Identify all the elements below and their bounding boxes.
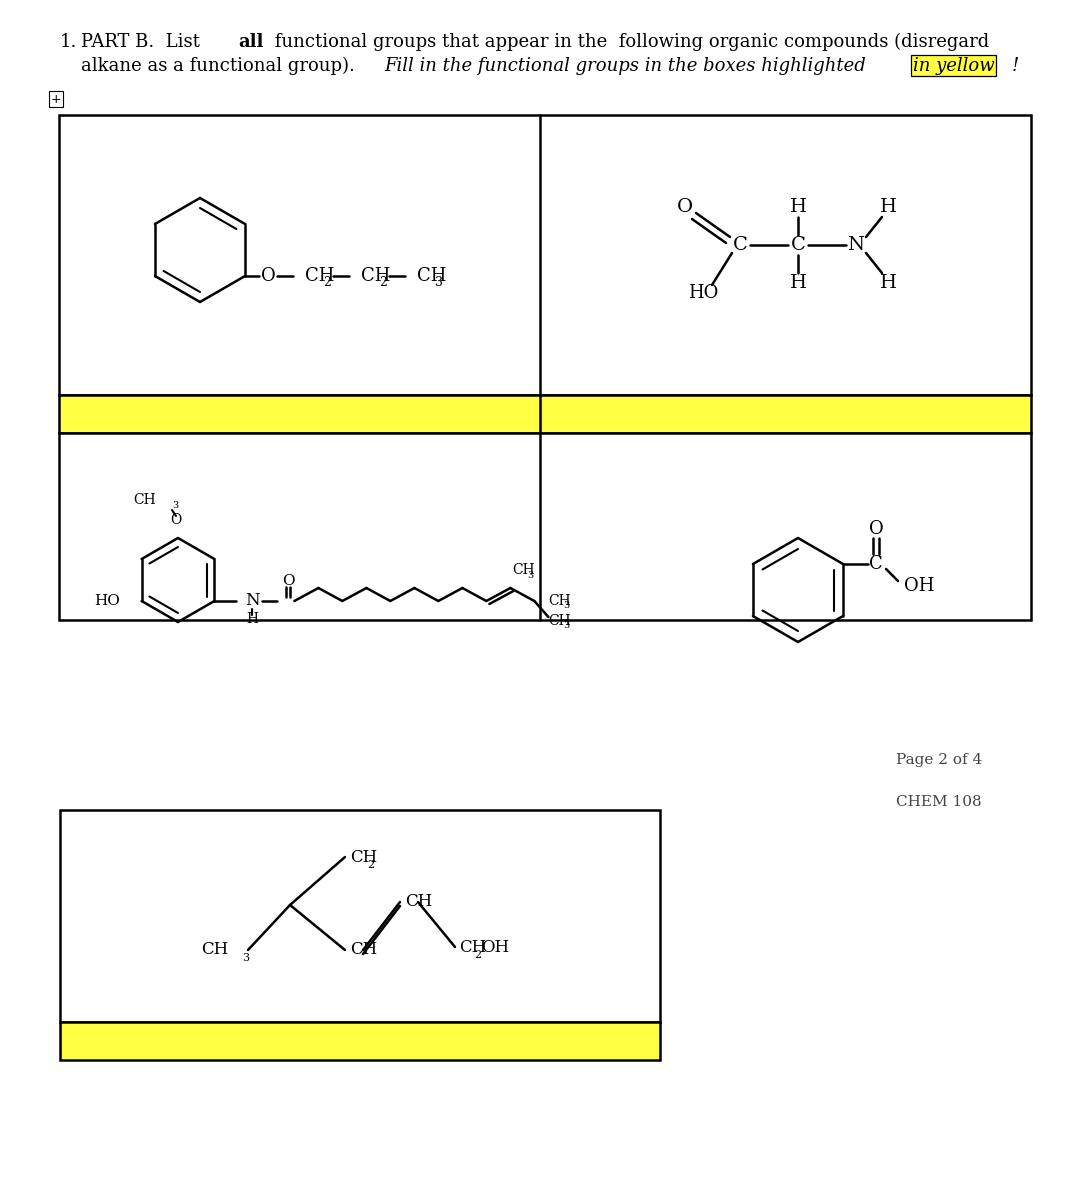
Text: CH: CH — [201, 942, 228, 959]
Text: OH: OH — [904, 577, 934, 595]
Text: O: O — [260, 266, 275, 285]
Text: 1.: 1. — [59, 33, 77, 51]
Text: 3: 3 — [435, 277, 443, 290]
Text: C: C — [869, 555, 883, 573]
Text: N: N — [848, 236, 864, 253]
Text: alkane as a functional group).: alkane as a functional group). — [81, 57, 361, 74]
Text: functional groups that appear in the  following organic compounds (disregard: functional groups that appear in the fol… — [269, 33, 989, 51]
Text: 3: 3 — [564, 601, 569, 611]
Text: O: O — [868, 520, 883, 538]
Text: +: + — [51, 92, 62, 106]
Text: CH: CH — [459, 938, 486, 955]
Text: CH: CH — [133, 493, 156, 507]
Text: HO: HO — [688, 284, 718, 302]
Bar — [60, 1022, 660, 1060]
Text: CH: CH — [350, 942, 377, 959]
Text: 2: 2 — [379, 277, 387, 290]
Text: CH: CH — [305, 266, 335, 285]
Text: OH: OH — [481, 938, 509, 955]
Text: O: O — [677, 198, 693, 216]
Text: O: O — [171, 513, 181, 527]
Text: H: H — [246, 612, 258, 626]
Text: 2: 2 — [323, 277, 330, 290]
Text: H: H — [789, 274, 807, 292]
Text: C: C — [791, 236, 806, 253]
Text: O: O — [282, 574, 295, 588]
Text: CH: CH — [512, 564, 535, 577]
Text: H: H — [789, 198, 807, 216]
Text: H: H — [879, 198, 896, 216]
Text: Page 2 of 4: Page 2 of 4 — [896, 753, 983, 768]
Text: PART B.  List: PART B. List — [81, 33, 205, 51]
Text: CH: CH — [549, 614, 571, 628]
Text: 3: 3 — [172, 501, 178, 511]
Text: in yellow: in yellow — [913, 57, 995, 74]
Text: 2: 2 — [367, 859, 374, 870]
Text: C: C — [732, 236, 747, 253]
Text: Fill in the functional groups in the boxes highlighted: Fill in the functional groups in the box… — [384, 57, 866, 74]
Text: CH: CH — [361, 266, 390, 285]
Text: CH: CH — [417, 266, 446, 285]
Text: 2: 2 — [474, 950, 481, 960]
Text: CHEM 108: CHEM 108 — [896, 795, 982, 809]
Text: HO: HO — [94, 594, 120, 608]
Text: H: H — [879, 274, 896, 292]
Text: 3: 3 — [564, 621, 569, 631]
Text: !: ! — [1012, 57, 1020, 74]
Text: CH: CH — [549, 594, 571, 608]
Bar — [59, 433, 1031, 620]
Text: N: N — [245, 593, 259, 610]
Text: 3: 3 — [242, 953, 249, 963]
Bar — [60, 810, 660, 1022]
Text: 3: 3 — [527, 572, 534, 580]
Bar — [59, 395, 1031, 433]
Text: CH: CH — [405, 894, 432, 910]
Bar — [59, 116, 1031, 395]
Text: all: all — [239, 33, 264, 51]
Text: CH: CH — [350, 849, 377, 865]
